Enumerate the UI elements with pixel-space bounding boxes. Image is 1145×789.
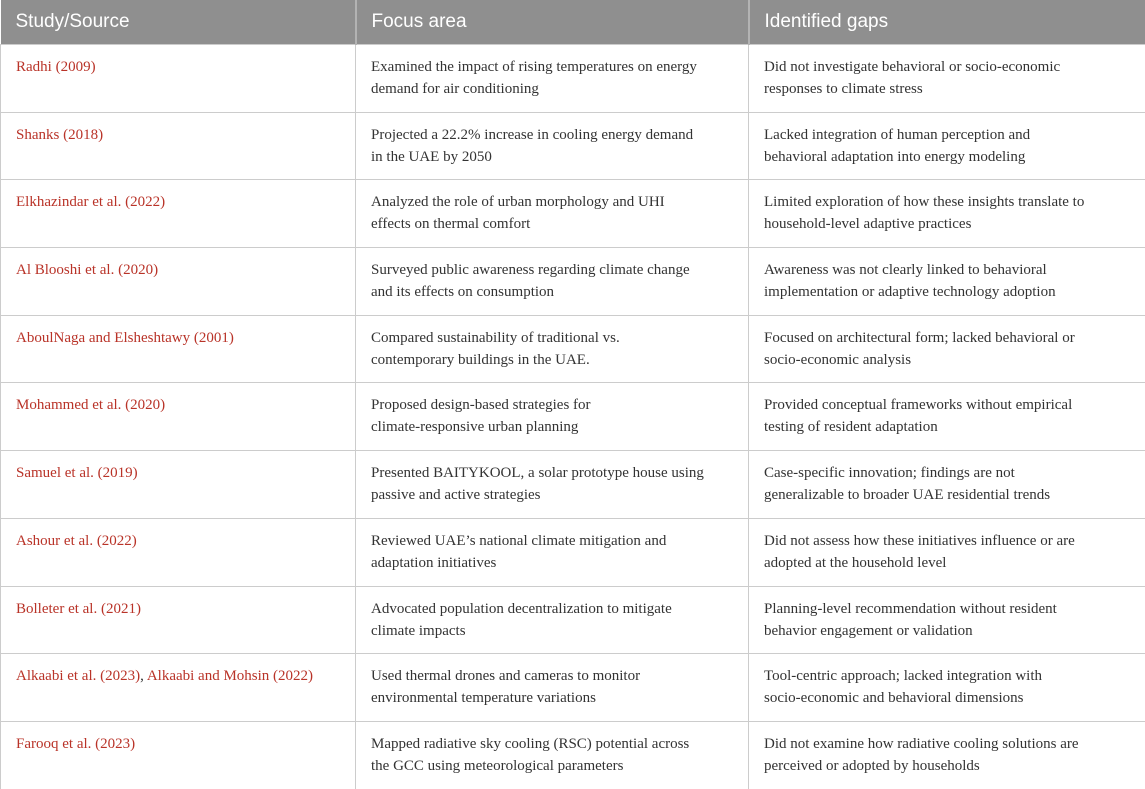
citation-separator: , bbox=[140, 668, 147, 685]
identified-gaps-cell: Focused on architectural form; lacked be… bbox=[748, 314, 1145, 384]
table-row: Ashour et al. (2022) Reviewed UAE’s natio… bbox=[0, 517, 1145, 587]
study-source-cell: Alkaabi et al. (2023), Alkaabi and Mohsi… bbox=[0, 653, 356, 722]
study-source-cell: Mohammed et al. (2020) bbox=[0, 382, 356, 452]
citation-link[interactable]: Elkhazindar et al. (2022) bbox=[16, 194, 166, 211]
citation-link[interactable]: Al Blooshi et al. (2020) bbox=[16, 262, 159, 279]
table-row: Samuel et al. (2019) Presented BAITYKOOL,… bbox=[0, 450, 1145, 519]
focus-area-cell-text: Projected a 22.2% increase in cooling en… bbox=[371, 126, 694, 165]
identified-gaps-cell: Case-specific innovation; findings are n… bbox=[748, 450, 1145, 519]
citation-link[interactable]: AboulNaga and Elsheshtawy (2001) bbox=[16, 329, 234, 346]
table-row: Radhi (2009) Examined the impact of risin… bbox=[0, 44, 1145, 113]
study-source-cell: Elkhazindar et al. (2022) bbox=[0, 179, 356, 249]
focus-area-cell: Presented BAITYKOOL, a solar prototype h… bbox=[355, 450, 749, 519]
table-header: Study/Source Focus area Identified gaps bbox=[0, 0, 1145, 45]
identified-gaps-cell: Did not assess how these initiatives inf… bbox=[748, 517, 1145, 587]
table-row: Shanks (2018) Projected a 22.2% increase … bbox=[0, 111, 1145, 181]
identified-gaps-cell: Awareness was not clearly linked to beha… bbox=[748, 247, 1145, 316]
focus-area-cell-text: Advocated population decentralization to… bbox=[371, 600, 672, 639]
focus-area-cell-text: Analyzed the role of urban morphology an… bbox=[371, 194, 665, 233]
focus-area-cell: Used thermal drones and cameras to monit… bbox=[355, 653, 749, 722]
study-source-cell: Radhi (2009) bbox=[0, 44, 356, 113]
table-row: Farooq et al. (2023) Mapped radiative sky… bbox=[0, 720, 1145, 789]
focus-area-cell: Compared sustainability of traditional v… bbox=[355, 314, 749, 384]
identified-gaps-cell-text: Awareness was not clearly linked to beha… bbox=[764, 262, 1056, 301]
focus-area-cell-text: Presented BAITYKOOL, a solar prototype h… bbox=[371, 465, 704, 504]
citation-link[interactable]: Shanks (2018) bbox=[16, 126, 104, 143]
identified-gaps-cell: Lacked integration of human perception a… bbox=[748, 111, 1145, 181]
focus-area-cell-text: Reviewed UAE’s national climate mitigati… bbox=[371, 532, 667, 571]
identified-gaps-cell-text: Lacked integration of human perception a… bbox=[764, 126, 1031, 165]
citation-link[interactable]: Ashour et al. (2022) bbox=[16, 532, 137, 549]
focus-area-cell-text: Compared sustainability of traditional v… bbox=[371, 329, 620, 368]
focus-area-cell-text: Surveyed public awareness regarding clim… bbox=[371, 262, 690, 301]
identified-gaps-cell-text: Provided conceptual frameworks without e… bbox=[764, 397, 1073, 436]
identified-gaps-cell-text: Did not investigate behavioral or socio-… bbox=[764, 59, 1061, 97]
table-row: AboulNaga and Elsheshtawy (2001) Compared… bbox=[0, 314, 1145, 384]
study-source-cell: AboulNaga and Elsheshtawy (2001) bbox=[0, 314, 356, 384]
study-source-cell: Shanks (2018) bbox=[0, 111, 356, 181]
study-source-cell: Al Blooshi et al. (2020) bbox=[0, 247, 356, 316]
focus-area-cell-text: Used thermal drones and cameras to monit… bbox=[371, 668, 641, 707]
citation-link[interactable]: Samuel et al. (2019) bbox=[16, 465, 138, 482]
focus-area-cell: Examined the impact of rising temperatur… bbox=[355, 44, 749, 113]
focus-area-cell: Projected a 22.2% increase in cooling en… bbox=[355, 111, 749, 181]
citation-link[interactable]: Radhi (2009) bbox=[16, 59, 96, 75]
identified-gaps-cell: Did not examine how radiative cooling so… bbox=[748, 720, 1145, 789]
citation-link[interactable]: Farooq et al. (2023) bbox=[16, 735, 136, 752]
identified-gaps-cell-text: Limited exploration of how these insight… bbox=[764, 194, 1085, 233]
study-source-cell: Ashour et al. (2022) bbox=[0, 517, 356, 587]
study-source-cell: Bolleter et al. (2021) bbox=[0, 585, 356, 655]
identified-gaps-cell-text: Focused on architectural form; lacked be… bbox=[764, 329, 1075, 368]
column-header-identified-gaps: Identified gaps bbox=[748, 0, 1145, 45]
identified-gaps-cell: Tool-centric approach; lacked integratio… bbox=[748, 653, 1145, 722]
focus-area-cell-text: Mapped radiative sky cooling (RSC) poten… bbox=[371, 735, 690, 774]
identified-gaps-cell: Did not investigate behavioral or socio-… bbox=[748, 44, 1145, 113]
focus-area-cell: Proposed design-based strategies for cli… bbox=[355, 382, 749, 452]
citation-link[interactable]: Bolleter et al. (2021) bbox=[16, 600, 141, 617]
identified-gaps-cell-text: Tool-centric approach; lacked integratio… bbox=[764, 668, 1043, 707]
study-source-cell: Samuel et al. (2019) bbox=[0, 450, 356, 519]
focus-area-cell-text: Proposed design-based strategies for cli… bbox=[371, 397, 591, 436]
table-body: Radhi (2009) Examined the impact of risin… bbox=[0, 44, 1145, 789]
focus-area-cell: Advocated population decentralization to… bbox=[355, 585, 749, 655]
table-row: Alkaabi et al. (2023), Alkaabi and Mohsi… bbox=[0, 653, 1145, 722]
table-row: Bolleter et al. (2021) Advocated populati… bbox=[0, 585, 1145, 655]
column-header-study-source: Study/Source bbox=[0, 0, 357, 45]
focus-area-cell: Reviewed UAE’s national climate mitigati… bbox=[355, 517, 749, 587]
table-row: Mohammed et al. (2020) Proposed design-ba… bbox=[0, 382, 1145, 452]
focus-area-cell: Surveyed public awareness regarding clim… bbox=[355, 247, 749, 316]
identified-gaps-cell: Limited exploration of how these insight… bbox=[748, 179, 1145, 249]
focus-area-cell: Analyzed the role of urban morphology an… bbox=[355, 179, 749, 249]
identified-gaps-cell-text: Did not assess how these initiatives inf… bbox=[764, 532, 1075, 571]
identified-gaps-cell: Planning-level recommendation without re… bbox=[748, 585, 1145, 655]
table-row: Elkhazindar et al. (2022) Analyzed the ro… bbox=[0, 179, 1145, 249]
study-source-cell: Farooq et al. (2023) bbox=[0, 720, 356, 789]
table-row: Al Blooshi et al. (2020) Surveyed public … bbox=[0, 247, 1145, 316]
identified-gaps-cell-text: Did not examine how radiative cooling so… bbox=[764, 735, 1079, 774]
citation-link[interactable]: Alkaabi and Mohsin (2022) bbox=[146, 668, 314, 685]
focus-area-cell: Mapped radiative sky cooling (RSC) poten… bbox=[355, 720, 749, 789]
header-row: Study/Source Focus area Identified gaps bbox=[0, 0, 1145, 45]
focus-area-cell-text: Examined the impact of rising temperatur… bbox=[371, 59, 697, 97]
identified-gaps-cell-text: Case-specific innovation; findings are n… bbox=[764, 465, 1051, 504]
column-header-focus-area: Focus area bbox=[355, 0, 750, 45]
citation-link[interactable]: Alkaabi et al. (2023) bbox=[16, 668, 141, 685]
citation-link[interactable]: Mohammed et al. (2020) bbox=[16, 397, 166, 414]
identified-gaps-cell: Provided conceptual frameworks without e… bbox=[748, 382, 1145, 452]
identified-gaps-cell-text: Planning-level recommendation without re… bbox=[764, 600, 1057, 639]
